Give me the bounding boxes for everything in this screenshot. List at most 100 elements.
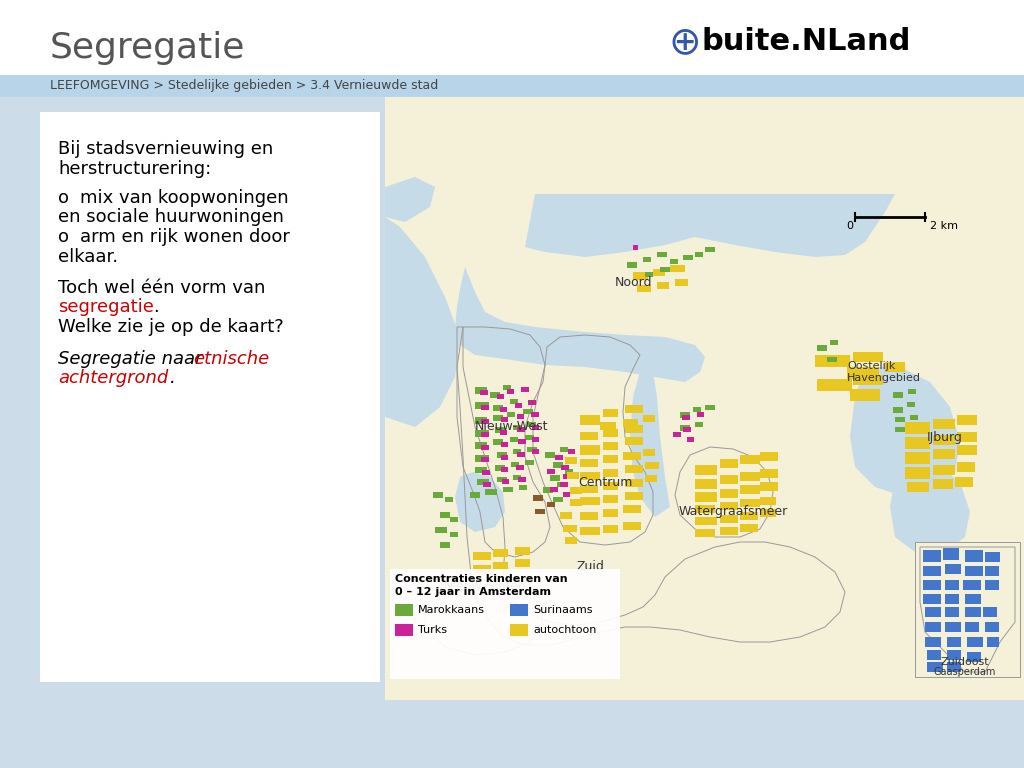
Bar <box>495 465 505 471</box>
Bar <box>705 247 715 252</box>
Bar <box>985 566 999 576</box>
Bar <box>0 97 1024 768</box>
Text: Turks: Turks <box>418 625 447 635</box>
Bar <box>510 399 518 404</box>
Bar <box>675 279 688 286</box>
Bar <box>947 637 961 647</box>
Bar <box>497 477 507 482</box>
Bar <box>503 385 511 390</box>
Bar <box>687 437 694 442</box>
Bar <box>553 497 563 502</box>
Text: mix van koopwoningen: mix van koopwoningen <box>80 189 289 207</box>
Bar <box>893 407 903 413</box>
Bar <box>907 402 915 407</box>
Bar <box>705 405 715 410</box>
Bar <box>485 489 497 495</box>
Bar <box>933 479 953 489</box>
Text: o: o <box>58 228 69 246</box>
Bar <box>560 482 568 487</box>
Bar <box>740 455 760 464</box>
Bar <box>720 475 738 484</box>
Bar <box>915 542 1020 677</box>
Bar <box>925 607 941 617</box>
Bar <box>905 467 930 479</box>
Text: o: o <box>58 189 69 207</box>
Bar <box>0 0 1024 75</box>
Bar <box>965 550 983 562</box>
Bar <box>603 429 618 437</box>
Bar <box>445 497 453 502</box>
Bar <box>570 487 582 494</box>
Bar <box>493 405 503 411</box>
Bar <box>853 375 883 385</box>
Bar <box>645 475 657 482</box>
Bar <box>945 564 961 574</box>
Bar <box>985 580 999 590</box>
Bar <box>740 472 760 481</box>
Bar <box>600 422 616 430</box>
Bar <box>947 662 961 672</box>
Bar <box>525 460 534 465</box>
Polygon shape <box>385 217 460 427</box>
Bar <box>885 362 905 372</box>
Bar <box>501 417 508 422</box>
Bar <box>497 394 504 399</box>
Bar <box>695 492 717 502</box>
Bar <box>580 497 600 505</box>
Bar <box>531 412 539 417</box>
Bar <box>657 252 667 257</box>
Bar <box>623 452 641 460</box>
Bar <box>963 580 981 590</box>
Bar <box>905 437 930 449</box>
Bar <box>475 430 489 437</box>
Bar <box>623 505 641 513</box>
Bar <box>965 622 979 632</box>
Bar <box>633 272 648 280</box>
Text: Bij stadsvernieuwing en: Bij stadsvernieuwing en <box>58 140 273 158</box>
Bar <box>695 479 717 489</box>
Bar <box>503 487 513 492</box>
Text: Watergraafsmeer: Watergraafsmeer <box>678 505 787 518</box>
Text: etnische: etnische <box>193 349 269 368</box>
Bar <box>627 262 637 268</box>
Bar <box>518 439 526 444</box>
Bar <box>481 419 489 424</box>
Bar <box>945 594 959 604</box>
Bar <box>670 259 678 264</box>
Bar <box>625 425 643 433</box>
Bar <box>603 455 618 463</box>
Text: 2 km: 2 km <box>930 221 958 231</box>
Bar <box>557 482 565 487</box>
Bar <box>433 492 443 498</box>
Bar <box>473 552 490 560</box>
Text: Marokkaans: Marokkaans <box>418 605 485 615</box>
Text: Nieuw-Sloten: Nieuw-Sloten <box>443 581 526 594</box>
Bar <box>547 469 555 474</box>
Bar <box>395 624 413 636</box>
Bar <box>565 457 577 464</box>
Bar <box>507 412 515 417</box>
Bar <box>560 447 568 452</box>
Bar <box>817 345 827 351</box>
Bar <box>543 487 553 493</box>
Text: Oostelijk
Havengebied: Oostelijk Havengebied <box>847 361 921 382</box>
Bar <box>547 502 555 507</box>
Bar <box>519 485 527 490</box>
Bar <box>965 607 981 617</box>
Bar <box>720 502 738 510</box>
Bar <box>893 392 903 398</box>
Bar <box>740 485 760 494</box>
Text: Segregatie naar: Segregatie naar <box>58 349 208 368</box>
Bar <box>603 525 618 533</box>
Bar <box>567 472 579 479</box>
Bar <box>532 425 539 430</box>
Bar <box>957 462 975 472</box>
Polygon shape <box>455 472 505 532</box>
Bar <box>682 415 690 420</box>
Bar <box>502 479 509 484</box>
Bar <box>481 405 489 410</box>
Polygon shape <box>385 177 435 222</box>
Bar <box>517 427 525 432</box>
Bar <box>580 415 600 425</box>
Bar <box>697 412 705 417</box>
